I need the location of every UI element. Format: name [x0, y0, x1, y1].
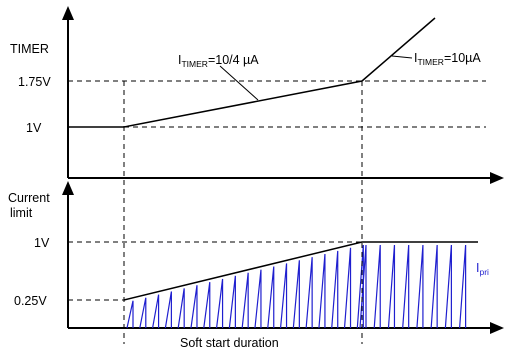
timer-waveform [68, 17, 436, 128]
current-level-lower-label: 0.25V [14, 294, 47, 308]
primary-current-pulse [387, 244, 396, 329]
primary-current-pulse [318, 253, 326, 329]
slow-ramp-annotation: ITIMER=10/4 µA [178, 53, 259, 69]
primary-current-pulse [267, 266, 275, 329]
primary-current-pulses [126, 244, 467, 329]
primary-current-label: Ipri [476, 261, 489, 277]
primary-current-pulse [343, 247, 352, 329]
primary-current-pulse [459, 244, 467, 329]
current-level-upper-label: 1V [34, 236, 50, 250]
timer-panel: TIMER 1.75V 1V ITIMER=10/4 µA ITIMER=10µ… [10, 6, 504, 184]
primary-current-pulse [402, 244, 410, 329]
slow-ramp-annotation-prefix: I [178, 53, 181, 67]
timer-level-upper-label: 1.75V [18, 75, 51, 89]
timer-x-axis-arrow [490, 172, 504, 184]
current-axis-label-line2: limit [10, 206, 33, 220]
soft-start-duration-label: Soft start duration [180, 336, 279, 350]
primary-current-label-subscript: pri [479, 267, 489, 277]
primary-current-pulse [373, 244, 381, 329]
primary-current-pulse [228, 275, 236, 329]
slow-ramp-leader [219, 65, 259, 101]
primary-current-label-prefix: I [476, 261, 479, 275]
primary-current-pulse [126, 300, 134, 329]
primary-current-pulse [430, 244, 438, 329]
primary-current-pulse [254, 269, 262, 329]
timer-y-axis-arrow [62, 6, 74, 20]
primary-current-pulse [292, 260, 300, 329]
current-limit-panel: Current limit 1V 0.25V Ipri [8, 181, 504, 334]
primary-current-pulse [152, 294, 160, 329]
primary-current-pulse [164, 291, 172, 329]
timer-axis-label: TIMER [10, 42, 49, 56]
fast-ramp-annotation-prefix: I [414, 51, 417, 65]
current-x-axis-arrow [490, 322, 504, 334]
primary-current-pulse [305, 257, 313, 329]
primary-current-pulse [241, 272, 249, 329]
primary-current-pulse [139, 297, 147, 329]
slow-ramp-annotation-value: =10/4 µA [208, 53, 259, 67]
primary-current-pulse [356, 244, 364, 329]
primary-current-pulse [331, 250, 339, 329]
timer-level-lower-label: 1V [26, 121, 42, 135]
fast-ramp-annotation-subscript: TIMER [417, 57, 443, 67]
fast-ramp-annotation-value: =10µA [444, 51, 481, 65]
current-axis-label-line1: Current [8, 191, 50, 205]
current-y-axis-arrow [62, 181, 74, 195]
current-limit-envelope [123, 241, 478, 301]
primary-current-pulse [177, 288, 185, 329]
primary-current-pulse [279, 263, 288, 329]
primary-current-pulse [190, 285, 198, 329]
primary-current-pulse [444, 244, 452, 329]
primary-current-pulse [203, 282, 211, 329]
slow-ramp-annotation-subscript: TIMER [181, 59, 207, 69]
fast-ramp-leader [391, 55, 413, 59]
primary-current-pulse [215, 278, 224, 329]
fast-ramp-annotation: ITIMER=10µA [414, 51, 481, 67]
primary-current-pulse [416, 244, 424, 329]
